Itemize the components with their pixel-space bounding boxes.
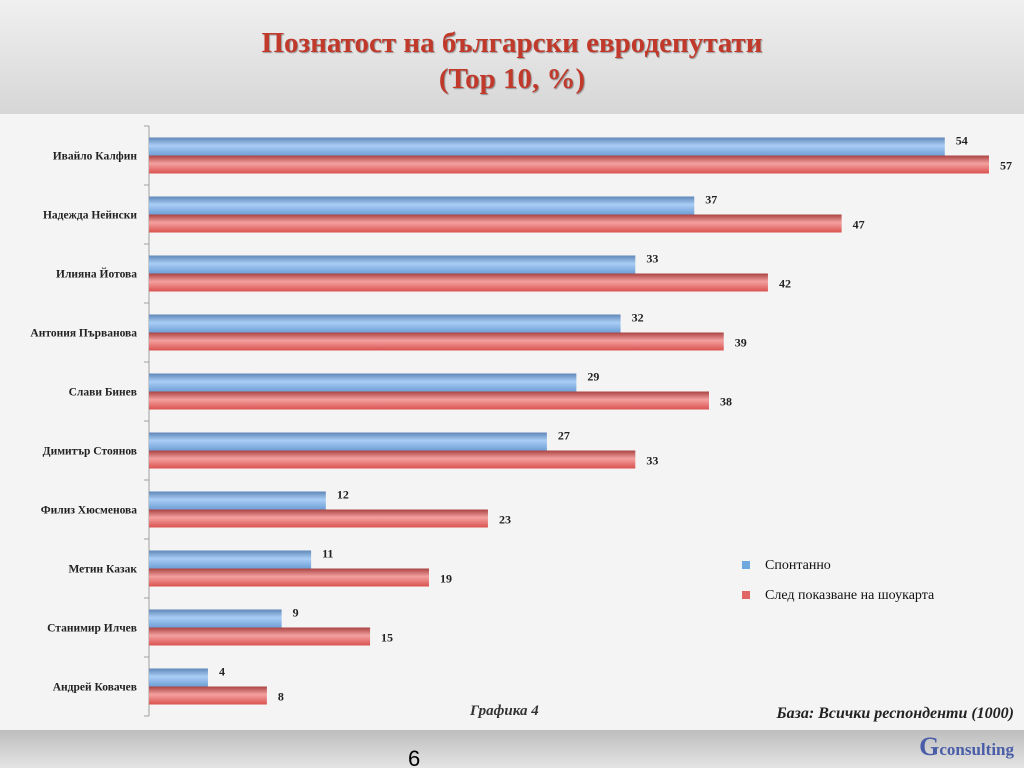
legend-label: След показване на шоукарта xyxy=(765,588,935,603)
data-label: 32 xyxy=(632,311,644,325)
slide-subtitle: (Top 10, %) xyxy=(438,63,586,95)
data-label: 33 xyxy=(646,454,658,468)
data-label: 27 xyxy=(558,429,570,443)
brand-initial: G xyxy=(919,732,940,761)
category-label: Слави Бинев xyxy=(69,387,137,399)
bar-after-showcard xyxy=(149,155,989,174)
bar-spontaneous xyxy=(149,255,636,274)
data-label: 19 xyxy=(440,572,452,586)
bar-after-showcard xyxy=(149,214,842,233)
data-label: 54 xyxy=(956,134,968,148)
category-label: Метин Казак xyxy=(68,564,137,576)
bar-after-showcard xyxy=(149,450,636,469)
chart-caption: Графика 4 xyxy=(470,703,539,719)
data-label: 9 xyxy=(293,606,299,620)
bar-spontaneous xyxy=(149,137,945,156)
bar-after-showcard xyxy=(149,273,768,292)
footer-band xyxy=(0,730,1024,768)
category-label: Филиз Хюсменова xyxy=(41,505,138,517)
category-label: Ивайло Калфин xyxy=(53,151,138,163)
category-label: Андрей Ковачев xyxy=(53,682,137,694)
data-label: 4 xyxy=(219,665,225,679)
bar-spontaneous xyxy=(149,550,312,569)
data-label: 47 xyxy=(853,218,865,232)
bar-spontaneous xyxy=(149,196,695,215)
legend-swatch xyxy=(742,591,750,599)
bar-after-showcard xyxy=(149,627,371,646)
bar-after-showcard xyxy=(149,568,429,587)
bar-spontaneous xyxy=(149,491,326,510)
data-label: 15 xyxy=(381,631,393,645)
brand-logo: Gconsulting xyxy=(919,732,1014,762)
base-note: База: Всички респонденти (1000) xyxy=(776,705,1014,722)
category-label: Илияна Йотова xyxy=(56,267,137,281)
slide-title: Познатост на български евродепутати xyxy=(261,27,763,59)
data-label: 29 xyxy=(587,370,599,384)
category-label: Антония Първанова xyxy=(30,328,137,340)
bar-spontaneous xyxy=(149,314,621,333)
category-label: Димитър Стоянов xyxy=(43,446,137,458)
data-label: 33 xyxy=(646,252,658,266)
chart-area: Ивайло Калфин 54 57 Надежда Нейнски 37 47 Илия… xyxy=(0,114,1024,730)
data-label: 11 xyxy=(322,547,333,561)
data-label: 57 xyxy=(1000,159,1012,173)
bar-after-showcard xyxy=(149,509,488,528)
bar-after-showcard xyxy=(149,332,724,351)
bar-after-showcard xyxy=(149,686,267,705)
data-label: 38 xyxy=(720,395,732,409)
data-label: 37 xyxy=(705,193,717,207)
category-label: Надежда Нейнски xyxy=(43,210,137,222)
bar-spontaneous xyxy=(149,373,577,392)
data-label: 23 xyxy=(499,513,511,527)
bar-spontaneous xyxy=(149,609,282,628)
data-label: 12 xyxy=(337,488,349,502)
page-number: 6 xyxy=(408,746,421,771)
bar-spontaneous xyxy=(149,432,547,451)
bar-spontaneous xyxy=(149,668,208,687)
brand-rest: consulting xyxy=(939,740,1014,759)
data-label: 8 xyxy=(278,690,284,704)
slide-header: Познатост на български евродепутати (Top… xyxy=(0,0,1024,114)
category-label: Станимир Илчев xyxy=(47,623,137,635)
bar-after-showcard xyxy=(149,391,709,410)
legend-swatch xyxy=(742,561,750,569)
bar-chart: Ивайло Калфин 54 57 Надежда Нейнски 37 47 Илия… xyxy=(30,125,1012,717)
legend-label: Спонтанно xyxy=(765,558,831,573)
data-label: 42 xyxy=(779,277,791,291)
data-label: 39 xyxy=(735,336,747,350)
